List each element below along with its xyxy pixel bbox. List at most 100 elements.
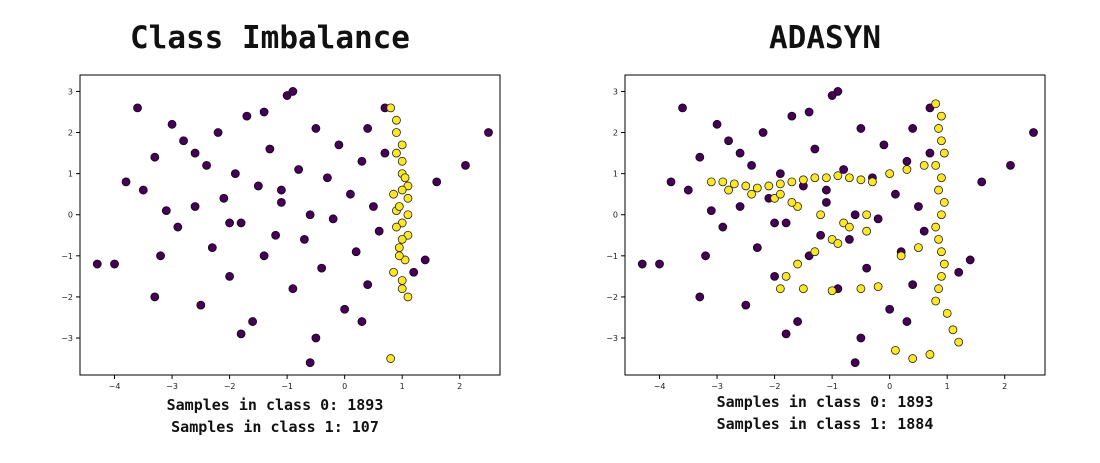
x-tick-label: 1 — [945, 382, 950, 391]
data-point-class-0 — [259, 107, 269, 117]
data-point-class-0 — [735, 148, 745, 158]
data-point-class-0 — [213, 128, 223, 137]
data-point-class-1 — [931, 99, 941, 109]
data-point-class-1 — [862, 226, 872, 236]
y-tick-label: 3 — [68, 87, 73, 96]
data-point-class-0 — [712, 119, 722, 129]
data-point-class-0 — [862, 263, 872, 273]
data-point-class-0 — [741, 300, 751, 310]
data-point-class-1 — [937, 210, 946, 220]
data-point-class-1 — [939, 197, 949, 207]
y-tick-label: 0 — [68, 211, 73, 220]
data-point-class-0 — [678, 103, 687, 113]
data-point-class-0 — [271, 230, 281, 240]
data-point-class-1 — [937, 136, 946, 146]
data-point-class-0 — [317, 263, 327, 273]
data-point-class-0 — [484, 128, 493, 137]
data-point-class-0 — [804, 107, 814, 117]
x-tick-label: 0 — [342, 382, 347, 391]
data-point-class-0 — [954, 267, 964, 277]
data-point-class-0 — [265, 144, 275, 154]
series-class-1 — [706, 99, 964, 363]
data-point-class-0 — [161, 206, 171, 216]
data-point-class-0 — [432, 177, 442, 187]
data-point-class-1 — [833, 239, 843, 248]
data-point-class-1 — [397, 185, 407, 195]
data-point-class-1 — [902, 165, 912, 174]
data-point-class-0 — [873, 214, 883, 224]
data-point-class-1 — [392, 222, 401, 232]
data-point-class-0 — [902, 317, 912, 326]
x-tick-label: 1 — [400, 382, 405, 391]
data-point-class-1 — [914, 243, 923, 253]
data-point-class-0 — [150, 152, 160, 162]
data-point-class-0 — [248, 317, 258, 326]
data-point-class-1 — [931, 222, 941, 232]
data-point-class-0 — [902, 156, 912, 166]
data-point-class-0 — [322, 173, 332, 183]
data-point-class-0 — [695, 292, 705, 302]
data-point-class-0 — [977, 177, 987, 187]
data-point-class-0 — [242, 111, 252, 121]
data-point-class-0 — [294, 165, 304, 174]
y-tick-label: 2 — [613, 129, 618, 138]
x-tick-label: −3 — [166, 382, 178, 391]
data-point-class-1 — [954, 337, 964, 347]
data-point-class-1 — [389, 267, 398, 277]
y-tick-label: −1 — [61, 252, 73, 261]
data-point-class-0 — [340, 304, 350, 314]
data-point-class-0 — [121, 177, 131, 187]
data-point-class-1 — [896, 251, 906, 261]
data-point-class-1 — [397, 234, 407, 244]
data-point-class-0 — [173, 222, 183, 232]
y-tick-label: −3 — [606, 334, 618, 343]
y-tick-label: 1 — [613, 170, 618, 179]
y-tick-label: 1 — [68, 170, 73, 179]
data-point-class-0 — [683, 185, 693, 195]
data-point-class-0 — [810, 144, 820, 154]
data-point-class-1 — [724, 185, 733, 195]
data-point-class-0 — [253, 181, 263, 191]
data-point-class-0 — [225, 218, 234, 228]
data-point-class-0 — [747, 161, 756, 170]
data-point-class-0 — [752, 243, 762, 253]
data-point-class-0 — [207, 243, 217, 253]
data-point-class-0 — [919, 226, 929, 236]
data-point-class-0 — [236, 218, 246, 228]
data-point-class-1 — [934, 124, 943, 133]
data-point-class-1 — [394, 251, 404, 261]
data-point-class-1 — [937, 111, 946, 121]
data-point-class-0 — [718, 222, 728, 232]
data-point-class-1 — [775, 284, 785, 294]
data-point-class-0 — [357, 156, 367, 166]
data-point-class-1 — [798, 175, 808, 185]
data-point-class-1 — [747, 189, 756, 199]
y-tick-label: −3 — [61, 334, 73, 343]
data-point-class-1 — [775, 179, 785, 189]
x-tick-label: −1 — [826, 382, 838, 391]
data-point-class-0 — [781, 329, 791, 339]
data-point-class-1 — [397, 284, 407, 294]
plot-frame — [79, 74, 501, 376]
left-caption-class0: Samples in class 0: 1893 — [166, 396, 384, 414]
plot-frame — [624, 74, 1046, 376]
data-point-class-1 — [389, 189, 398, 199]
data-point-class-0 — [276, 197, 286, 207]
left-chart-title: Class Imbalance — [130, 20, 410, 56]
data-point-class-0 — [156, 251, 165, 261]
data-point-class-0 — [724, 136, 733, 146]
data-point-class-1 — [392, 148, 401, 158]
data-point-class-1 — [397, 156, 407, 166]
data-point-class-1 — [706, 177, 716, 187]
left-caption-class1: Samples in class 1: 107 — [171, 418, 379, 436]
data-point-class-1 — [764, 181, 774, 191]
data-point-class-0 — [363, 280, 373, 289]
data-point-class-1 — [937, 173, 946, 183]
data-point-class-1 — [403, 210, 413, 220]
data-point-class-1 — [934, 185, 943, 195]
data-point-class-0 — [850, 210, 860, 220]
data-point-class-1 — [942, 308, 952, 318]
data-point-class-0 — [219, 193, 229, 203]
data-point-class-1 — [934, 234, 943, 244]
data-point-class-0 — [908, 124, 918, 133]
